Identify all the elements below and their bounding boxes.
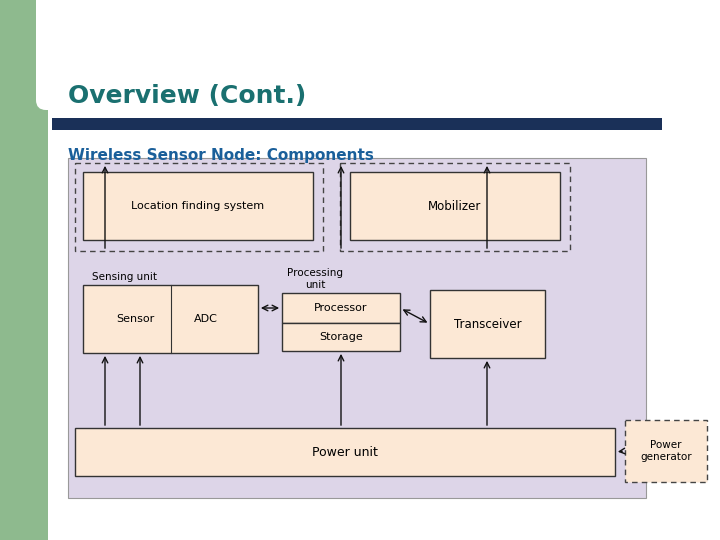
Text: Sensor: Sensor (117, 314, 155, 324)
Bar (83, 172, 313, 240)
Text: Processing
unit: Processing unit (287, 268, 343, 289)
FancyBboxPatch shape (36, 0, 256, 110)
Text: ADC: ADC (194, 314, 217, 324)
Text: Wireless Sensor Node: Components: Wireless Sensor Node: Components (68, 148, 374, 163)
Bar (282, 323, 400, 351)
Text: Sensing unit: Sensing unit (92, 272, 157, 282)
Bar (68, 158, 646, 498)
FancyBboxPatch shape (48, 0, 720, 540)
Bar (625, 420, 707, 482)
Bar (83, 285, 258, 353)
Text: Overview (Cont.): Overview (Cont.) (68, 84, 306, 108)
Text: Storage: Storage (319, 332, 363, 342)
Text: Power
generator: Power generator (640, 440, 692, 462)
Text: Power unit: Power unit (312, 446, 378, 458)
Text: Location finding system: Location finding system (132, 201, 264, 211)
Bar (0, 0, 48, 540)
Bar (350, 172, 560, 240)
Bar (340, 163, 570, 251)
Bar (52, 118, 662, 130)
Bar (0, 0, 195, 88)
Bar (75, 428, 615, 476)
Bar (75, 163, 323, 251)
Text: Transceiver: Transceiver (454, 318, 521, 330)
Bar (282, 293, 400, 323)
Text: Mobilizer: Mobilizer (428, 199, 482, 213)
Bar (430, 290, 545, 358)
Text: Processor: Processor (314, 303, 368, 313)
